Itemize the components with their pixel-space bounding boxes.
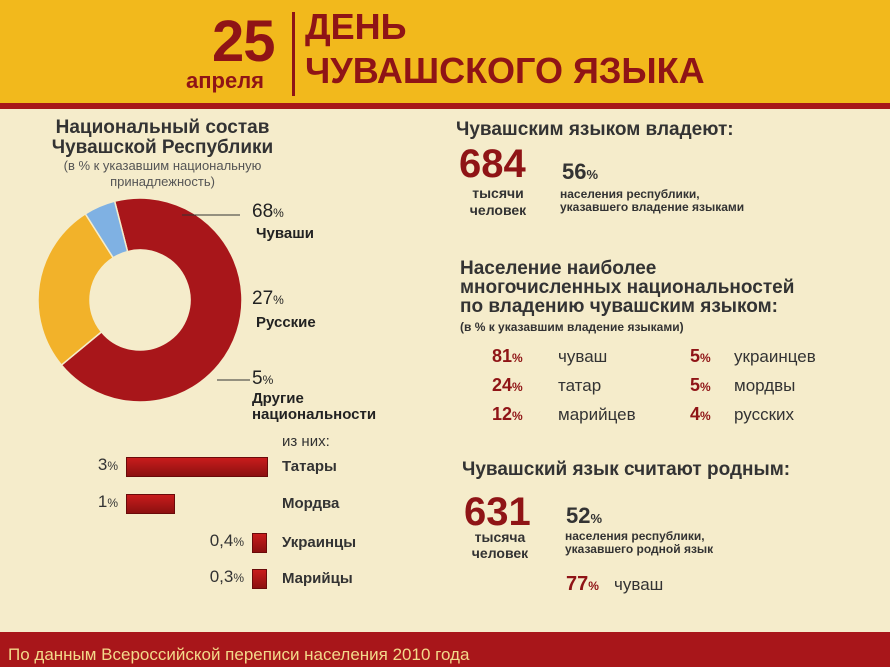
slice-chuvash-label: Чуваши [256,225,314,242]
bar-pct-0: 3% [97,455,118,474]
native-count: 631 [464,490,531,534]
native-pct: 52% [566,503,603,528]
nationalities-note: (в % к указавшим владение языками) [460,320,684,334]
nationalities-title-line1: Население наиболее [460,258,657,279]
slice-russian-pct: 27% [252,288,284,309]
nat-left-pct-0: 81% [492,346,523,366]
bar-3 [252,569,267,589]
bar-pct-1: 1% [97,492,118,511]
nat-right-pct-1: 5% [690,375,711,395]
speakers-count-unit-line2: человек [469,202,527,218]
donut-slice-2 [84,200,129,259]
bar-0 [126,457,268,477]
speakers-desc-line1: населения республики, [560,187,700,201]
of-them-label: из них: [282,433,330,450]
bar-1 [126,494,175,514]
header-title-line1: ДЕНЬ [305,6,407,47]
nat-right-name-2: русских [734,405,795,424]
nat-right-name-0: украинцев [734,347,816,366]
nat-left-name-2: марийцев [558,405,636,424]
donut-chart [37,197,250,403]
speakers-count-unit-line1: тысячи [472,185,524,201]
header-separator [292,12,295,96]
bar-pct-3: 0,3% [209,567,244,586]
footer-bar [0,632,890,667]
native-desc-line2: указавшего родной язык [565,542,714,556]
composition-note-line2: принадлежность) [110,174,215,189]
slice-chuvash-pct: 68% [252,201,284,222]
nationalities-title-line3: по владению чувашским языком: [460,296,778,317]
nat-right-name-1: мордвы [734,376,796,395]
header-day: 25 [212,9,276,74]
native-chuvash-pct: 77% [566,573,599,595]
bar-pct-2: 0,4% [209,531,244,550]
composition-title-line2: Чувашской Республики [51,137,274,158]
nat-left-name-1: татар [558,376,602,395]
nat-right-pct-2: 4% [690,404,711,424]
slice-other-label-line2: национальности [252,406,377,423]
speakers-title: Чувашским языком владеют: [456,119,734,140]
bar-label-3: Марийцы [282,570,353,587]
native-title: Чувашский язык считают родным: [462,459,791,480]
slice-other-label-line1: Другие [252,390,304,407]
slice-other-pct: 5% [252,368,274,389]
bar-label-0: Татары [282,458,337,475]
speakers-count: 684 [459,142,526,186]
header-banner [0,0,890,103]
bar-2 [252,533,267,553]
bar-label-1: Мордва [282,495,340,512]
donut-slice-0 [60,197,243,403]
header-title-line2: ЧУВАШСКОГО ЯЗЫКА [305,50,705,91]
header-divider [0,103,890,109]
nat-right-pct-0: 5% [690,346,711,366]
native-chuvash-label: чуваш [614,575,664,594]
slice-russian-label: Русские [256,314,316,331]
nat-left-pct-2: 12% [492,404,523,424]
composition-title-line1: Национальный состав [55,117,270,138]
native-count-unit-line2: человек [471,545,529,561]
nat-left-name-0: чуваш [558,347,608,366]
bar-label-2: Украинцы [282,534,357,551]
composition-note-line1: (в % к указавшим национальную [63,158,262,173]
footer-source: По данным Всероссийской переписи населен… [8,645,470,664]
native-desc-line1: населения республики, [565,529,705,543]
donut-slice-1 [37,212,115,367]
speakers-pct: 56% [562,159,599,184]
native-count-unit-line1: тысяча [474,529,526,545]
speakers-desc-line2: указавшего владение языками [560,200,745,214]
nationalities-title-line2: многочисленных национальностей [460,277,795,298]
nat-left-pct-1: 24% [492,375,523,395]
header-month: апреля [186,68,265,93]
